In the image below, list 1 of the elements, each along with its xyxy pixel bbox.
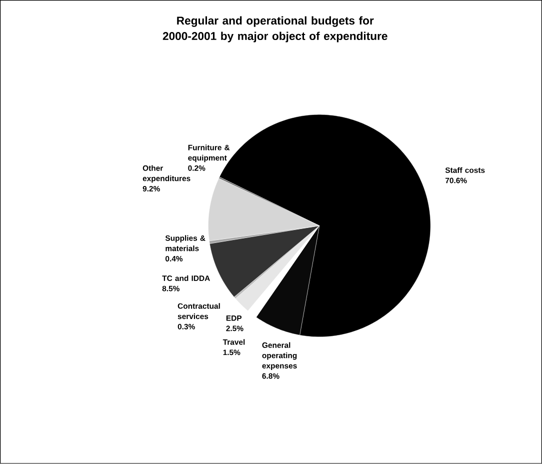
chart-title: Regular and operational budgets for 2000-2001 by major object of expenditure — [162, 16, 388, 42]
